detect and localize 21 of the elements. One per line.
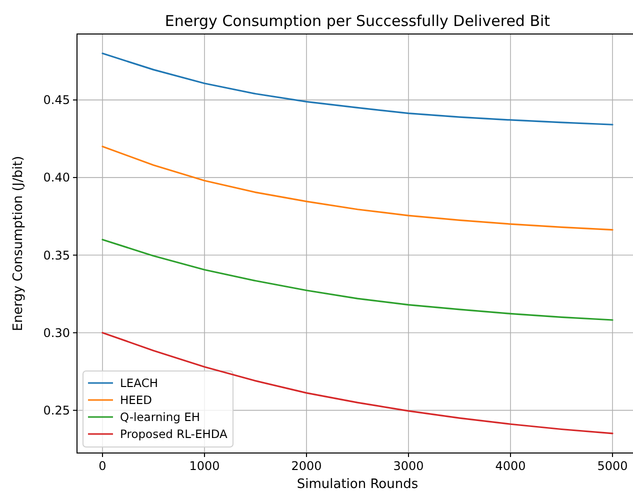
x-tick-label: 1000 <box>189 459 220 473</box>
legend-label: LEACH <box>120 376 158 390</box>
legend-label: Q-learning EH <box>120 410 200 424</box>
y-axis-title: Energy Consumption (J/bit) <box>11 156 26 332</box>
y-tick-label: 0.40 <box>43 170 70 185</box>
y-tick-label: 0.45 <box>43 93 70 108</box>
line-series <box>102 238 614 321</box>
x-tick-label: 3000 <box>393 459 424 473</box>
x-tick-label: 0 <box>98 459 106 473</box>
y-tick-label: 0.35 <box>43 248 70 262</box>
y-tick-label: 0.25 <box>43 404 70 418</box>
x-axis-title: Simulation Rounds <box>296 477 418 492</box>
x-tick-label: 5000 <box>597 459 628 473</box>
y-tick-label: 0.30 <box>43 326 70 340</box>
line-series <box>102 52 614 126</box>
legend-label: HEED <box>120 393 152 408</box>
x-tick-label: 2000 <box>291 459 322 473</box>
chart-title: Energy Consumption per Successfully Delivered Bit <box>164 12 550 30</box>
legend-label: Proposed RL-EHDA <box>120 427 228 442</box>
line-series <box>102 146 614 231</box>
x-tick-label: 4000 <box>495 459 526 473</box>
